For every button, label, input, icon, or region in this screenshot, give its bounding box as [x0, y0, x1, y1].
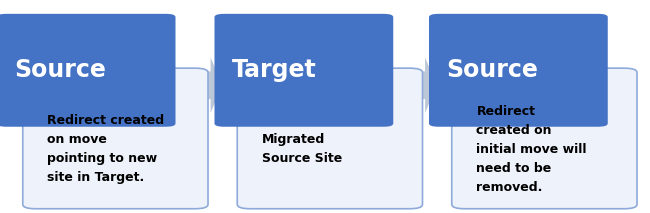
Polygon shape: [391, 58, 437, 113]
FancyBboxPatch shape: [429, 14, 608, 127]
FancyBboxPatch shape: [214, 14, 393, 127]
Text: Target: Target: [232, 58, 317, 82]
Text: Source: Source: [447, 58, 538, 82]
FancyBboxPatch shape: [452, 68, 637, 209]
FancyBboxPatch shape: [237, 68, 422, 209]
Text: Redirect created
on move
pointing to new
site in Target.: Redirect created on move pointing to new…: [47, 114, 164, 184]
Text: Redirect
created on
initial move will
need to be
removed.: Redirect created on initial move will ne…: [476, 105, 587, 194]
Text: Source: Source: [14, 58, 106, 82]
Text: Migrated
Source Site: Migrated Source Site: [262, 133, 342, 165]
Polygon shape: [177, 58, 222, 113]
FancyBboxPatch shape: [23, 68, 208, 209]
FancyBboxPatch shape: [0, 14, 176, 127]
